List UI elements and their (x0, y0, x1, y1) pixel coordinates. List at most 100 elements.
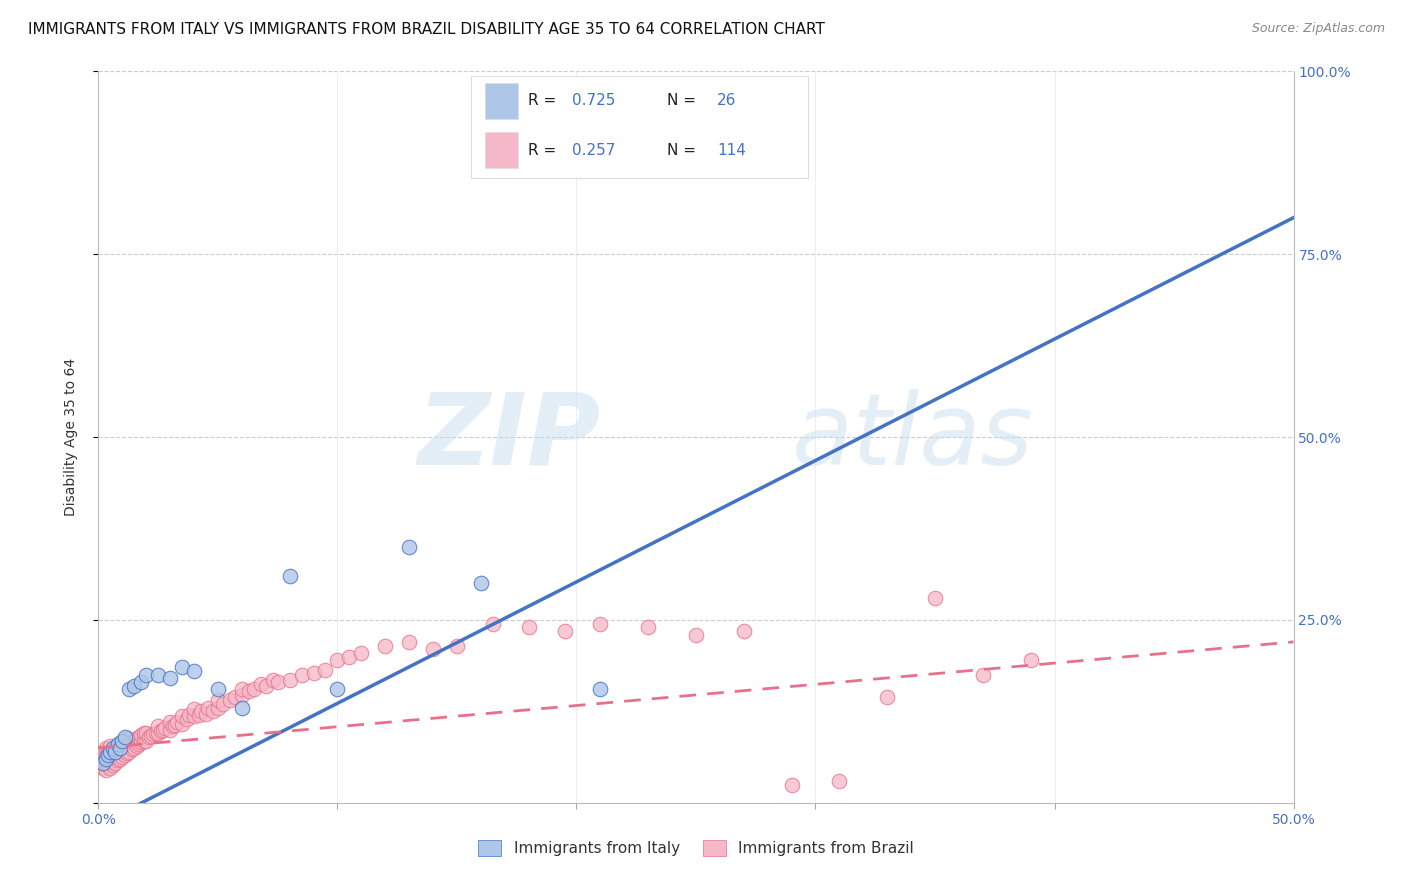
Point (124, 733, 146, 747)
Point (90, 748, 112, 763)
Point (124, 679, 146, 693)
Text: Source: ZipAtlas.com: Source: ZipAtlas.com (1251, 22, 1385, 36)
Point (176, 712, 198, 726)
Point (114, 740, 136, 755)
Point (446, 639, 468, 653)
Point (104, 745, 127, 759)
Point (481, 616, 505, 631)
Text: N =: N = (666, 94, 700, 109)
Point (187, 708, 209, 723)
Point (339, 649, 361, 664)
Point (111, 735, 134, 749)
Point (149, 724, 172, 739)
Point (135, 726, 157, 740)
Text: N =: N = (666, 143, 700, 158)
Point (211, 697, 233, 711)
Point (107, 746, 129, 760)
Point (166, 715, 188, 730)
Point (219, 693, 242, 707)
Point (114, 748, 136, 763)
Point (224, 690, 246, 704)
Point (115, 746, 138, 760)
Point (172, 709, 194, 723)
Point (108, 737, 131, 751)
Point (183, 709, 205, 723)
Text: 0.725: 0.725 (572, 94, 616, 109)
Point (125, 739, 148, 753)
Point (111, 749, 134, 764)
Point (108, 752, 131, 766)
Point (637, 620, 659, 634)
Point (115, 731, 138, 746)
Point (132, 733, 155, 747)
Point (155, 721, 177, 735)
Point (91, 756, 114, 770)
Point (250, 676, 273, 690)
Point (924, 591, 946, 605)
Point (183, 664, 205, 678)
Point (131, 728, 153, 742)
Point (1019, 653, 1042, 667)
Point (125, 731, 148, 746)
Point (94, 752, 117, 766)
Point (207, 693, 229, 707)
Point (374, 639, 396, 653)
Point (132, 726, 155, 740)
Point (422, 642, 444, 657)
Point (197, 700, 219, 714)
Point (326, 653, 349, 667)
Point (326, 682, 349, 697)
Text: R =: R = (529, 143, 561, 158)
Point (589, 682, 612, 697)
Point (101, 743, 124, 757)
Text: ZIP: ZIP (418, 389, 600, 485)
Point (128, 730, 150, 744)
Point (162, 719, 184, 733)
Point (97, 745, 120, 759)
Point (202, 705, 225, 719)
Point (118, 737, 141, 751)
Point (108, 740, 131, 755)
Point (90, 756, 112, 770)
Point (98, 746, 122, 760)
Point (104, 748, 127, 763)
Point (128, 737, 150, 751)
Point (231, 688, 253, 702)
Point (589, 616, 612, 631)
Point (148, 719, 170, 733)
Point (101, 757, 124, 772)
Point (207, 682, 229, 697)
Point (94, 763, 117, 777)
Point (315, 663, 337, 677)
Point (107, 737, 129, 751)
Point (98, 739, 122, 753)
Point (142, 727, 165, 741)
Y-axis label: Disability Age 35 to 64: Disability Age 35 to 64 (63, 358, 77, 516)
Point (179, 708, 201, 723)
Point (172, 716, 194, 731)
Point (91, 761, 114, 775)
Point (231, 700, 253, 714)
Point (828, 773, 851, 788)
Point (114, 730, 136, 744)
Point (115, 739, 138, 753)
Point (780, 778, 803, 792)
Point (231, 682, 253, 697)
Point (159, 672, 181, 686)
Point (350, 646, 373, 660)
Point (148, 667, 170, 681)
Point (152, 723, 174, 737)
Point (104, 756, 127, 770)
Point (121, 742, 143, 756)
Point (163, 717, 186, 731)
FancyBboxPatch shape (485, 83, 519, 119)
Point (107, 753, 129, 767)
Point (101, 750, 124, 764)
Point (733, 624, 755, 638)
Point (278, 673, 301, 687)
Point (148, 726, 170, 740)
Point (101, 740, 124, 755)
Point (470, 576, 492, 591)
Text: 114: 114 (717, 143, 747, 158)
Point (262, 673, 284, 687)
